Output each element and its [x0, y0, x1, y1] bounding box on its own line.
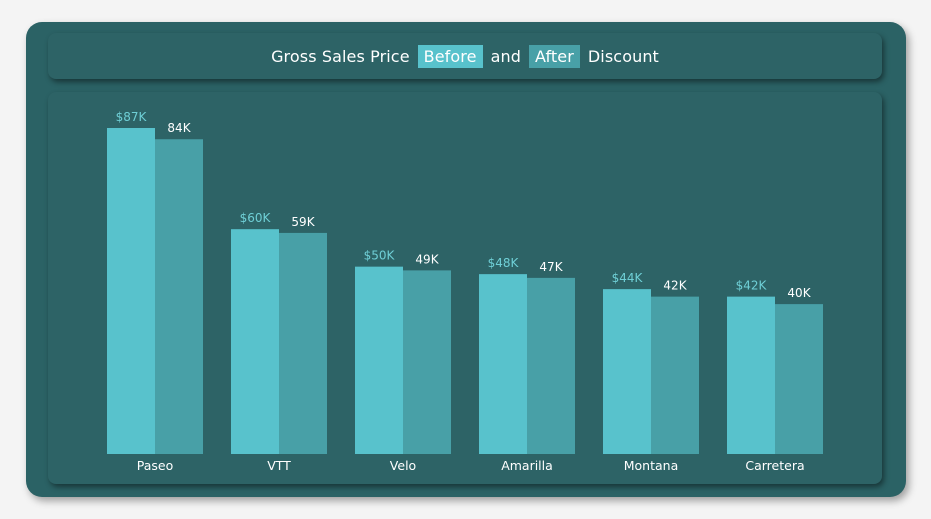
data-label-after-montana: 42K [663, 279, 687, 293]
data-label-after-carretera: 40K [787, 286, 811, 300]
data-label-before-montana: $44K [612, 271, 644, 285]
bar-after-paseo [155, 139, 203, 454]
bar-after-montana [651, 297, 699, 454]
data-label-after-paseo: 84K [167, 121, 191, 135]
bar-after-carretera [775, 304, 823, 454]
data-label-before-vtt: $60K [240, 211, 272, 225]
bar-before-montana [603, 289, 651, 454]
title-text-and: and [491, 47, 521, 66]
bar-after-vtt [279, 233, 327, 454]
bar-before-vtt [231, 229, 279, 454]
bar-before-paseo [107, 128, 155, 454]
category-label-carretera: Carretera [745, 458, 804, 473]
title-before-badge: Before [418, 45, 483, 68]
category-label-paseo: Paseo [137, 458, 174, 473]
category-label-montana: Montana [624, 458, 679, 473]
chart-title: Gross Sales Price Before and After Disco… [48, 33, 882, 79]
bar-before-amarilla [479, 274, 527, 454]
data-label-before-paseo: $87K [116, 110, 148, 124]
data-label-before-amarilla: $48K [488, 256, 520, 270]
chart-card: Gross Sales Price Before and After Disco… [26, 22, 906, 497]
category-label-vtt: VTT [267, 458, 291, 473]
bar-after-amarilla [527, 278, 575, 454]
data-label-before-velo: $50K [364, 249, 396, 263]
data-label-after-vtt: 59K [291, 215, 315, 229]
title-text-part2: Discount [588, 47, 659, 66]
data-label-after-velo: 49K [415, 252, 439, 266]
category-label-amarilla: Amarilla [501, 458, 553, 473]
title-text-part1: Gross Sales Price [271, 47, 410, 66]
data-label-before-carretera: $42K [736, 279, 768, 293]
bar-before-carretera [727, 297, 775, 454]
data-label-after-amarilla: 47K [539, 260, 563, 274]
chart-panel: $87K 84K Paseo $60K 59K VTT $50K 49K Velo $48K 47K… [48, 92, 882, 484]
category-label-velo: Velo [390, 458, 416, 473]
bar-after-velo [403, 270, 451, 454]
bar-before-velo [355, 267, 403, 454]
title-after-badge: After [529, 45, 580, 68]
bar-chart: $87K 84K Paseo $60K 59K VTT $50K 49K Velo $48K 47K… [48, 92, 882, 484]
